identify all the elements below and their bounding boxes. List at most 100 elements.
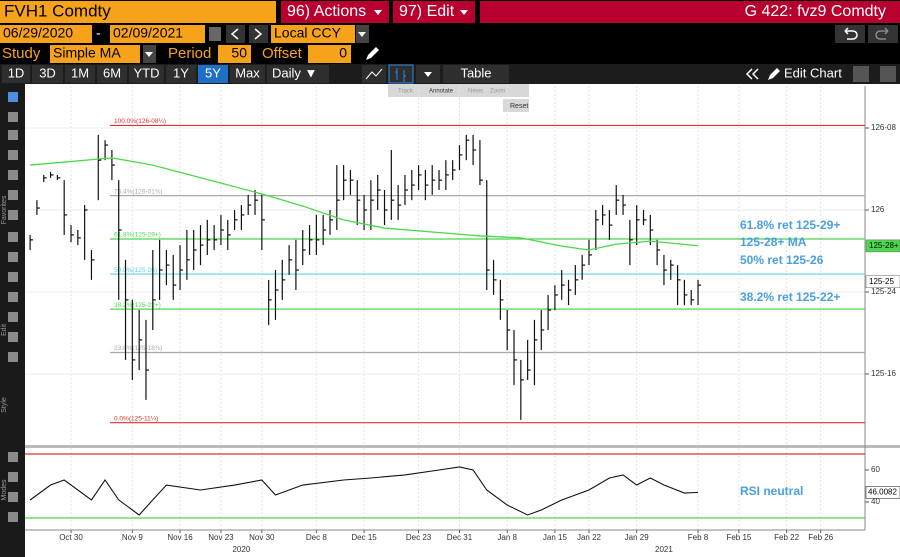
period-button-label[interactable]: 1D <box>8 65 25 80</box>
period-button-label[interactable]: 1M <box>71 65 89 80</box>
line-icon[interactable] <box>365 68 383 80</box>
period-button[interactable] <box>65 65 95 83</box>
edit-pencil[interactable] <box>768 68 780 80</box>
redo-icon[interactable] <box>875 27 889 40</box>
security-field[interactable] <box>0 1 276 23</box>
dropdown-arrow[interactable] <box>145 52 153 57</box>
period-field[interactable] <box>218 45 251 63</box>
x-tick-label: Dec 15 <box>351 533 377 542</box>
study-label: Study <box>2 45 41 62</box>
tool-item[interactable]: Zoom <box>490 89 505 95</box>
side-label: Favorites <box>1 195 8 224</box>
period-button-label[interactable]: 1Y <box>173 65 189 80</box>
pencil-icon[interactable] <box>366 47 379 60</box>
frequency-button[interactable] <box>267 65 329 83</box>
settings-a[interactable] <box>853 66 869 82</box>
period-button[interactable] <box>129 65 164 83</box>
tool-icon[interactable] <box>8 170 18 180</box>
study-field[interactable] <box>50 45 140 63</box>
prev-button[interactable] <box>226 25 245 43</box>
x-tick-label: Jan 29 <box>625 533 650 542</box>
next-arrow[interactable] <box>254 28 263 40</box>
bar-icon[interactable] <box>395 68 406 82</box>
collapse-icon[interactable] <box>745 68 759 80</box>
actions-button[interactable] <box>281 1 389 23</box>
edit-chart[interactable]: Edit Chart <box>784 65 842 80</box>
period-button[interactable] <box>166 65 196 83</box>
tool-icon[interactable] <box>8 150 18 160</box>
annotation: 38.2% ret 125-22+ <box>740 290 840 304</box>
tool-icon[interactable] <box>8 92 18 102</box>
y-tick-label: 126-08 <box>871 123 896 132</box>
dropdown-arrow[interactable] <box>358 32 366 37</box>
tool-item[interactable]: News <box>468 89 483 95</box>
dropdown-arrow[interactable] <box>460 10 468 15</box>
tool-item[interactable]: Track <box>398 89 414 95</box>
reset[interactable]: Reset <box>510 103 528 110</box>
tool-icon[interactable] <box>8 352 18 362</box>
price-tag-label: 125-28+ <box>869 241 899 250</box>
x-tick-label: Nov 23 <box>208 533 234 542</box>
period-button-label[interactable]: 5Y <box>205 65 221 80</box>
tool-icon[interactable] <box>8 272 18 282</box>
fib-label: 50.0%(125-26) <box>114 267 157 274</box>
fib-label: 100.0%(126-08¼) <box>114 118 166 125</box>
x-tick-label: Dec 8 <box>306 533 327 542</box>
tool-icon[interactable] <box>8 512 18 522</box>
frequency[interactable]: Daily ▼ <box>272 65 317 80</box>
tool-icon[interactable] <box>8 332 18 342</box>
prev-arrow[interactable] <box>230 28 239 40</box>
tool-icon[interactable] <box>8 232 18 242</box>
next-button[interactable] <box>249 25 268 43</box>
reset-box[interactable] <box>503 99 529 112</box>
period-button[interactable] <box>32 65 63 83</box>
tool-icon[interactable] <box>8 130 18 140</box>
period-button[interactable] <box>2 65 30 83</box>
tool-icon[interactable] <box>8 292 18 302</box>
rsi-tick-label: 60 <box>871 465 880 474</box>
tool-icon[interactable] <box>8 112 18 122</box>
period-button[interactable] <box>198 65 228 83</box>
calendar-icon[interactable] <box>209 27 221 41</box>
range-sep: - <box>96 25 101 41</box>
table[interactable]: Table <box>460 65 491 80</box>
offset-label: Offset <box>262 45 303 62</box>
x-tick-label: Feb 8 <box>688 533 709 542</box>
tool-item[interactable]: Annotate <box>429 89 454 95</box>
period-button-label[interactable]: YTD <box>134 65 160 80</box>
edit-button[interactable] <box>393 1 475 23</box>
undo-icon[interactable] <box>844 27 858 40</box>
tool-icon[interactable] <box>8 472 18 482</box>
offset-field[interactable] <box>308 45 351 63</box>
tool-icon[interactable] <box>8 210 18 220</box>
side-label: Edit <box>1 324 8 336</box>
tool-icon[interactable] <box>8 492 18 502</box>
x-tick-label: Jan 22 <box>577 533 602 542</box>
settings-b[interactable] <box>880 66 896 82</box>
tool-icon[interactable] <box>8 190 18 200</box>
year-label: 2021 <box>655 545 673 554</box>
currency-field[interactable] <box>271 25 355 43</box>
dropdown-arrow[interactable] <box>374 10 382 15</box>
start-date[interactable] <box>0 25 92 43</box>
title: G 422: fvz9 Comdty <box>745 3 886 20</box>
x-tick-label: Feb 26 <box>808 533 833 542</box>
rsi-tag <box>865 486 900 499</box>
fib-label: 61.8%(125-29+) <box>114 232 161 239</box>
dropdown-arrow[interactable] <box>424 72 432 77</box>
tool-icon[interactable] <box>8 252 18 262</box>
bar-tool[interactable] <box>388 64 414 84</box>
end-date[interactable] <box>110 25 205 43</box>
start-date-text: 06/29/2020 <box>3 25 73 41</box>
period-button[interactable] <box>97 65 127 83</box>
tool-icon[interactable] <box>8 312 18 322</box>
period-button-label[interactable]: 6M <box>103 65 121 80</box>
undo-button[interactable] <box>835 25 865 43</box>
period-button-label[interactable]: 3D <box>39 65 56 80</box>
tool-icon[interactable] <box>8 452 18 462</box>
table-button[interactable] <box>443 65 509 83</box>
period-button-label[interactable]: Max <box>235 65 260 80</box>
period-button[interactable] <box>230 65 265 83</box>
redo-button[interactable] <box>868 25 898 43</box>
rsi-line <box>29 466 699 516</box>
